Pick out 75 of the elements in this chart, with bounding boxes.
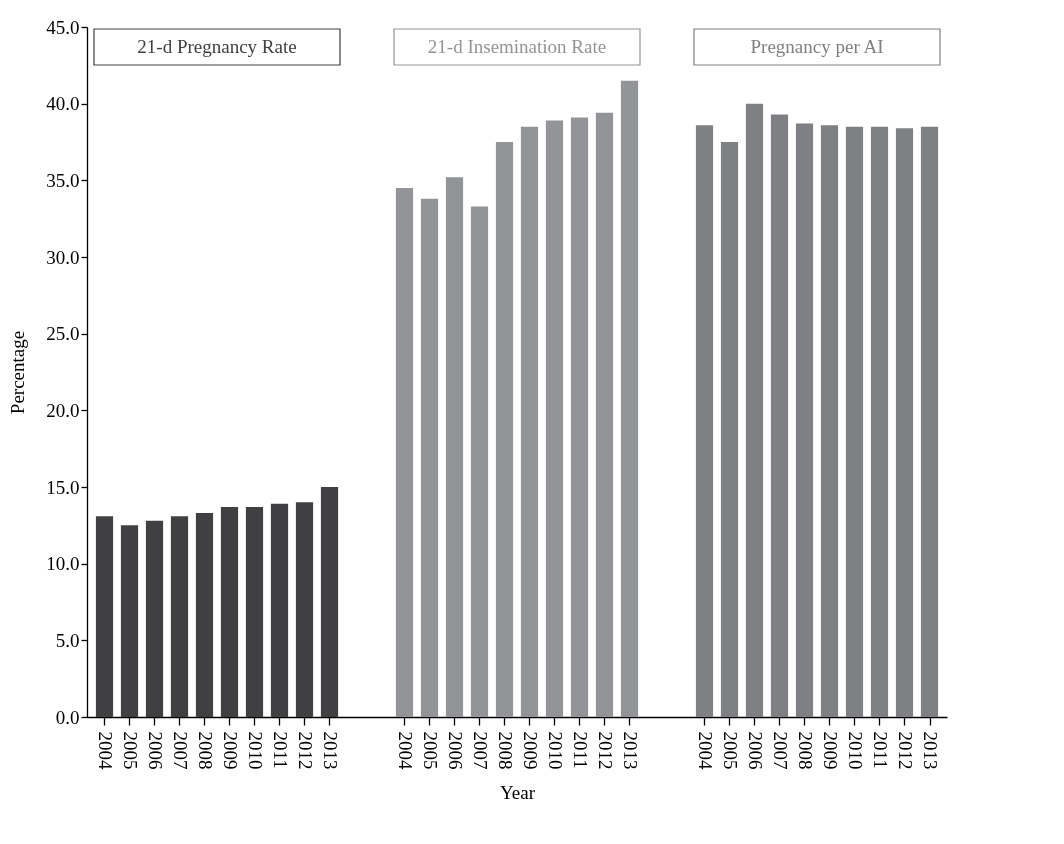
x-tick-label: 2013 [620,731,641,770]
bar [220,506,239,717]
x-tick-label: 2012 [895,731,916,770]
x-tick-label: 2008 [495,731,516,770]
x-tick-label: 2005 [720,731,741,770]
x-tick-label: 2013 [320,731,341,770]
x-tick-label: 2007 [470,731,491,770]
y-tick-label: 15.0 [46,476,80,498]
bar [170,516,189,717]
bar [295,502,314,717]
y-tick-label: 35.0 [46,169,80,191]
y-tick-label: 25.0 [46,323,80,345]
bar [845,126,864,717]
bar [595,112,614,717]
bar [570,117,589,717]
x-tick-label: 2013 [920,731,941,770]
bar [320,487,339,717]
bar [620,80,639,717]
y-tick-label: 20.0 [46,399,80,421]
bar [770,114,789,717]
x-tick-label: 2004 [395,731,416,770]
bar [195,513,214,717]
bar [720,142,739,717]
x-tick-label: 2007 [170,731,191,770]
y-axis-title: Percentage [7,330,29,415]
bar [270,503,289,717]
x-tick-label: 2005 [120,731,141,770]
bar [545,120,564,717]
bar [420,198,439,717]
bar [120,525,139,717]
bar [745,103,764,717]
x-tick-label: 2006 [745,731,766,770]
x-tick-label: 2010 [845,731,866,770]
x-tick-label: 2009 [220,731,241,770]
bar [695,125,714,717]
x-tick-label: 2010 [545,731,566,770]
x-tick-label: 2007 [770,731,791,770]
x-tick-label: 2010 [245,731,266,770]
bar [245,506,264,717]
bar [520,126,539,717]
bar [470,206,489,717]
x-tick-label: 2004 [695,731,716,770]
x-tick-label: 2008 [195,731,216,770]
x-tick-label: 2011 [570,731,591,769]
series-label: 21-d Insemination Rate [427,36,607,57]
x-tick-label: 2005 [420,731,441,770]
bar [445,177,464,717]
bar [895,128,914,717]
x-tick-label: 2012 [295,731,316,770]
x-tick-label: 2004 [95,731,116,770]
bar [870,126,889,717]
y-tick-label: 5.0 [55,629,80,651]
text: Pregnancy per AI [750,36,884,57]
text: 21-d Pregnancy Rate [137,36,297,57]
bar [920,126,939,717]
y-tick-label: 10.0 [46,553,80,575]
x-tick-label: 2011 [270,731,291,769]
y-tick-label: 40.0 [46,93,80,115]
x-tick-label: 2009 [820,731,841,770]
x-tick-label: 2008 [795,731,816,770]
x-tick-label: 2012 [595,731,616,770]
x-tick-label: 2011 [870,731,891,769]
x-tick-label: 2009 [520,731,541,770]
y-tick-label: 0.0 [55,706,80,728]
x-axis-title: Year [499,781,536,803]
x-tick-label: 2006 [145,731,166,770]
bar [395,188,414,717]
y-tick-label: 30.0 [46,246,80,268]
bar [145,520,164,717]
bar [495,142,514,717]
bar [820,125,839,717]
bar [95,516,114,717]
x-tick-label: 2006 [445,731,466,770]
bar [795,123,814,717]
y-tick-label: 45.0 [46,16,80,38]
